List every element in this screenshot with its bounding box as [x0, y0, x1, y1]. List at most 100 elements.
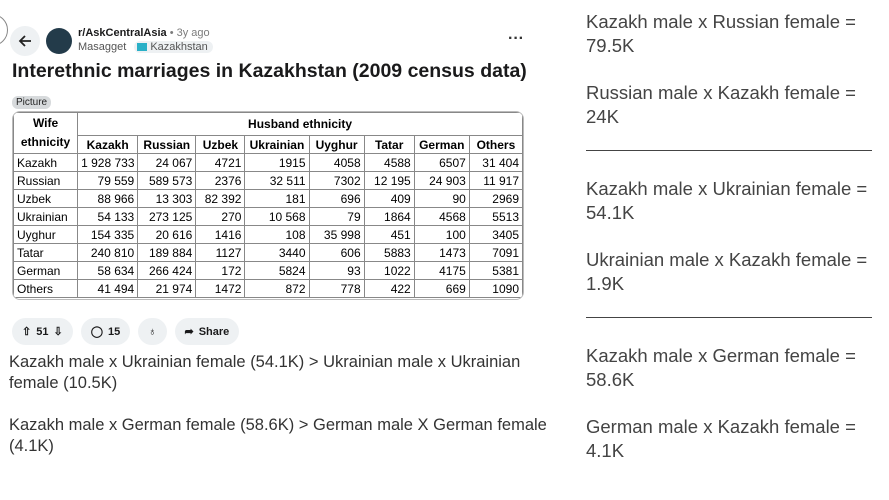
row-header: Uyghur [13, 225, 79, 244]
cell: 20 616 [137, 225, 197, 244]
cell: 1 928 733 [77, 153, 139, 172]
cell: 41 494 [77, 279, 139, 298]
flair-text: Kazakhstan [150, 41, 208, 53]
comparison: Russian male x Kazakh female = 24K [586, 82, 856, 127]
vote-button[interactable]: ⇧ 51 ⇩ [12, 318, 73, 345]
cell: 422 [363, 279, 415, 298]
cell: 88 966 [77, 189, 139, 208]
side-button[interactable] [0, 14, 8, 46]
cell: 21 974 [137, 279, 197, 298]
cell: 93 [308, 261, 365, 280]
cell: 3440 [244, 243, 310, 262]
cell: 669 [413, 279, 470, 298]
cell: 240 810 [77, 243, 139, 262]
column-header: Tatar [363, 135, 415, 154]
back-button[interactable] [10, 26, 40, 56]
cell: 35 998 [308, 225, 365, 244]
cell: 4568 [413, 207, 470, 226]
note: Kazakh male x German female (58.6K) > Ge… [9, 416, 547, 455]
cell: 31 404 [468, 153, 523, 172]
cell: 1915 [244, 153, 310, 172]
row-header: Tatar [13, 243, 79, 262]
cell: 3405 [468, 225, 523, 244]
cell: 32 511 [244, 171, 310, 190]
cell: 58 634 [77, 261, 139, 280]
cell: 5883 [363, 243, 415, 262]
table-row: Kazakh 1 928 733 24 067 4721 1915 4058 4588 650… [13, 153, 523, 172]
row-header: Kazakh [13, 153, 79, 172]
cell: 4721 [195, 153, 246, 172]
row-header: Others [13, 279, 79, 298]
column-row: Kazakh Russian Uzbek Ukrainian Uyghur Tatar Ge… [14, 135, 523, 154]
column-header: Ukrainian [244, 135, 310, 154]
comparison: Ukrainian male x Kazakh female = 1.9K [586, 249, 868, 294]
cell: 4058 [308, 153, 365, 172]
cell: 54 133 [77, 207, 139, 226]
cell: 696 [308, 189, 365, 208]
table-row: German 58 634 266 424 172 5824 93 1022 4175 5381 [13, 261, 523, 280]
cell: 90 [413, 189, 470, 208]
cell: 4588 [363, 153, 415, 172]
table-row: Tatar 240 810 189 884 1127 3440 606 5883 1473 70… [13, 243, 523, 262]
table-row: Russian 79 559 589 573 2376 32 511 7302 12 195… [13, 171, 523, 190]
comment-count: 15 [108, 325, 121, 338]
cell: 5824 [244, 261, 310, 280]
cell: 172 [195, 261, 246, 280]
comment-button[interactable]: ◯ 15 [80, 318, 131, 345]
flair: Kazakhstan [134, 41, 213, 53]
data-table: Wife ethnicity Husband ethnicity Kazakh Rus… [13, 112, 523, 298]
cell: 24 903 [413, 171, 470, 190]
award-button[interactable]: ♁ [138, 318, 167, 345]
cell: 11 917 [468, 171, 523, 190]
table-row: Uzbek 88 966 13 303 82 392 181 696 409 90 2969 [13, 189, 523, 208]
table-row: Uyghur 154 335 20 616 1416 108 35 998 451 100 34… [13, 225, 523, 244]
cell: 872 [244, 279, 310, 298]
comparison: Kazakh male x Russian female = 79.5K [586, 11, 856, 56]
cell: 1864 [363, 207, 415, 226]
subreddit-avatar[interactable] [46, 28, 72, 54]
cell: 778 [308, 279, 365, 298]
table-row: Others 41 494 21 974 1472 872 778 422 669 1090 [13, 279, 523, 298]
note: Kazakh male x Ukrainian female (54.1K) >… [9, 353, 521, 392]
cell: 108 [244, 225, 310, 244]
cell: 6507 [413, 153, 470, 172]
separator [586, 317, 872, 318]
vote-count: 51 [36, 325, 49, 338]
share-label: Share [198, 325, 230, 338]
cell: 79 [308, 207, 365, 226]
row-header: Ukrainian [13, 207, 79, 226]
row-header: Russian [13, 171, 79, 190]
spacer [586, 392, 872, 415]
post-tag: Picture [12, 96, 52, 109]
cell: 2969 [468, 189, 523, 208]
comparisons: Kazakh male x Russian female = 79.5K Russ… [586, 10, 872, 463]
cell: 1416 [195, 225, 246, 244]
column-header: Uzbek [195, 135, 246, 154]
cell: 154 335 [77, 225, 139, 244]
cell: 7091 [468, 243, 523, 262]
subreddit[interactable]: r/AskCentralAsia [78, 27, 167, 39]
cell: 1022 [363, 261, 415, 280]
cell: 7302 [308, 171, 365, 190]
cell: 273 125 [137, 207, 197, 226]
cell: 100 [413, 225, 470, 244]
column-header: Others [468, 135, 523, 154]
cell: 1090 [468, 279, 523, 298]
cell: 409 [363, 189, 415, 208]
username[interactable]: Masagget [78, 41, 127, 53]
cell: 82 392 [195, 189, 246, 208]
cell: 10 568 [244, 207, 310, 226]
more-menu[interactable]: ··· [508, 30, 524, 47]
action-bar: ⇧ 51 ⇩ ◯ 15 ♁ ➦ Share [12, 318, 240, 345]
comparison: Kazakh male x German female = 58.6K [586, 345, 856, 390]
post-meta: r/AskCentralAsia • 3y ago [78, 27, 210, 39]
cell: 606 [308, 243, 365, 262]
share-button[interactable]: ➦ Share [174, 318, 240, 345]
notes: Kazakh male x Ukrainian female (54.1K) >… [9, 352, 549, 478]
table-image[interactable]: Wife ethnicity Husband ethnicity Kazakh Rus… [12, 111, 524, 300]
cell: 189 884 [137, 243, 197, 262]
corner-header: Wife ethnicity [13, 112, 79, 154]
post-time: • 3y ago [169, 27, 210, 39]
column-header: Russian [137, 135, 197, 154]
cell: 12 195 [363, 171, 415, 190]
